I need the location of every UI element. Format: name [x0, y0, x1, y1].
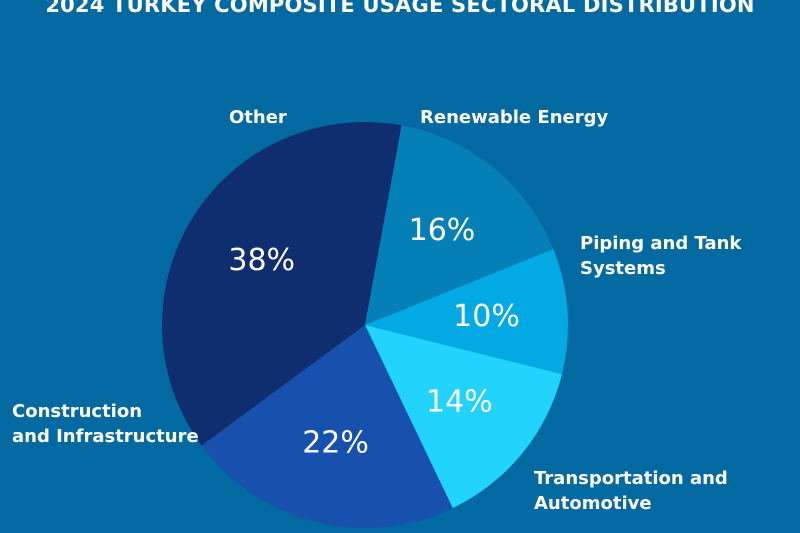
- pie-slice-construction-and-infrastructure: [162, 122, 402, 446]
- category-label-other: Other: [229, 107, 287, 128]
- pie-value-label-renewable-energy: 10%: [453, 299, 520, 334]
- pie-slice-other: [365, 125, 554, 325]
- category-label-transportation-and-automotive: Transportation and Automotive: [534, 468, 728, 514]
- pie-slice-piping-and-tank-systems: [365, 325, 562, 509]
- category-label-construction-and-infrastructure: Construction and Infrastructure: [12, 401, 199, 447]
- category-label-renewable-energy: Renewable Energy: [420, 107, 609, 128]
- chart-title: 2024 TURKEY COMPOSITE USAGE SECTORAL DIS…: [45, 0, 755, 17]
- pie-slices: [162, 122, 568, 529]
- pie-value-label-transportation-and-automotive: 22%: [302, 426, 369, 461]
- pie-slice-transportation-and-automotive: [201, 325, 453, 529]
- pie-value-label-construction-and-infrastructure: 38%: [228, 243, 295, 278]
- pie-value-labels: 10% 14% 22% 38% 16%: [228, 213, 519, 461]
- pie-value-label-piping-and-tank-systems: 14%: [426, 384, 493, 419]
- category-label-piping-and-tank-systems: Piping and Tank Systems: [580, 233, 742, 279]
- pie-value-label-other: 16%: [409, 213, 476, 248]
- pie-slice-renewable-energy: [365, 248, 568, 375]
